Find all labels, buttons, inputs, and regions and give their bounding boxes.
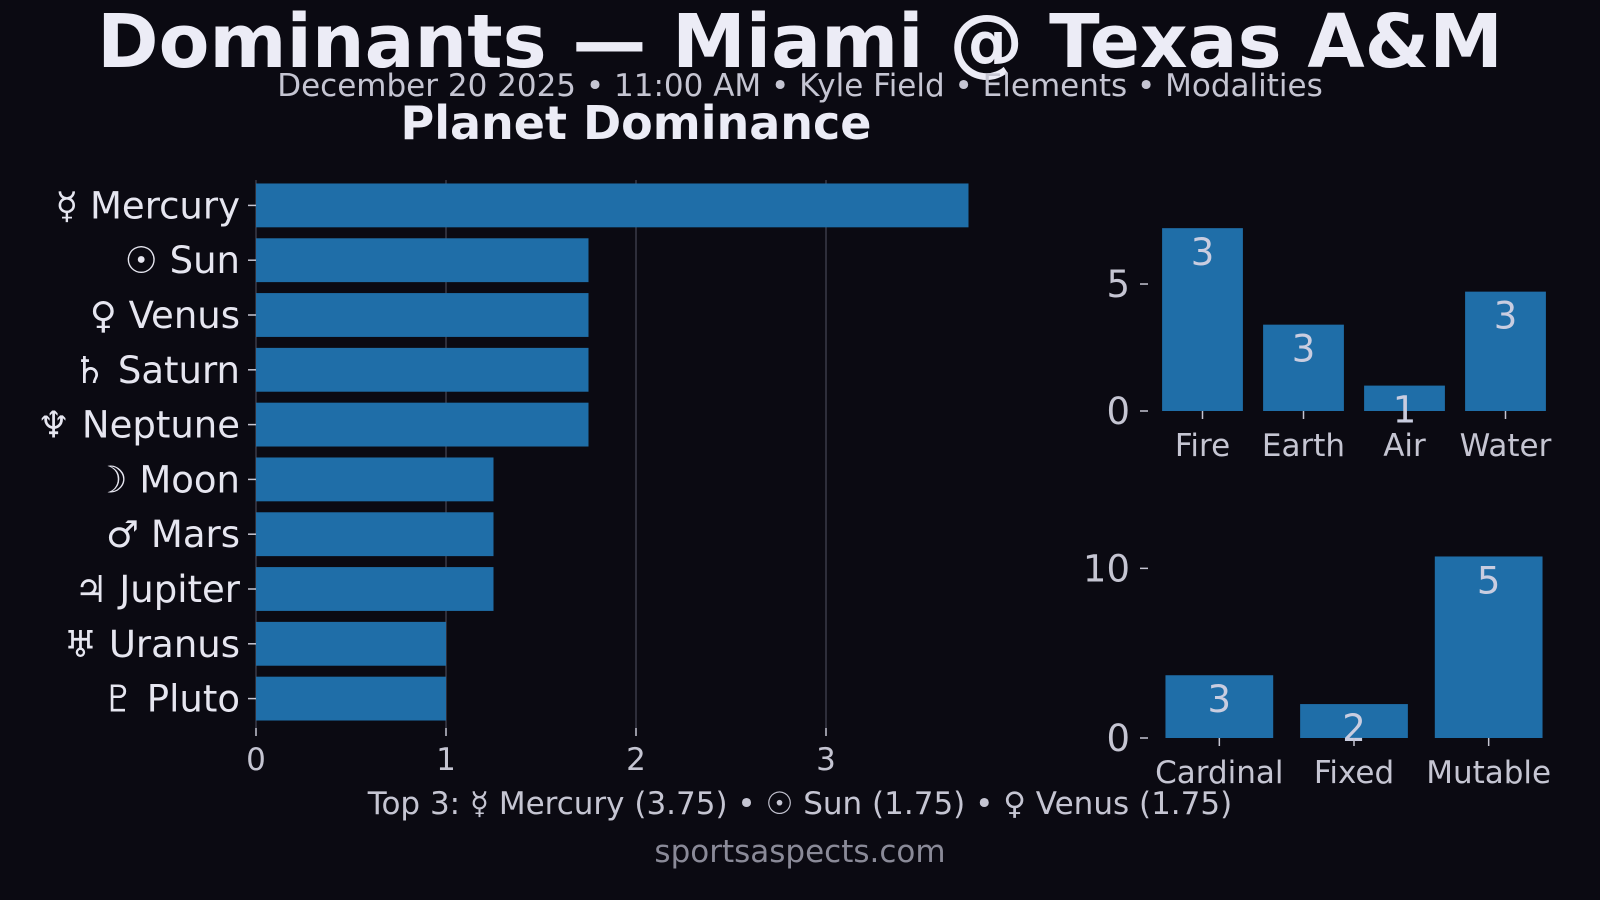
x-tick-label-fixed: Fixed xyxy=(1314,755,1394,791)
y-tick-label-uranus: ♅ Uranus xyxy=(64,623,240,666)
bar-fire xyxy=(1162,228,1243,411)
site-watermark: sportsaspects.com xyxy=(654,834,946,870)
x-tick-label-earth: Earth xyxy=(1262,428,1345,464)
y-tick-label-neptune: ♆ Neptune xyxy=(37,404,240,447)
x-tick-label: 0 xyxy=(246,742,266,778)
x-tick-label: 3 xyxy=(816,742,836,778)
chart-subtitle: December 20 2025 • 11:00 AM • Kyle Field… xyxy=(277,68,1323,104)
y-tick-label-sun: ☉ Sun xyxy=(125,239,240,282)
data-label-fire: 3 xyxy=(1191,231,1215,274)
planet-dominance-title: Planet Dominance xyxy=(400,96,872,150)
y-tick-label-saturn: ♄ Saturn xyxy=(73,349,240,392)
bar-sun xyxy=(256,238,589,283)
bar-fixed xyxy=(1300,704,1408,738)
bar-mars xyxy=(256,512,494,557)
data-label-fixed: 2 xyxy=(1342,707,1366,750)
bar-earth xyxy=(1263,324,1344,411)
data-label-mutable: 5 xyxy=(1477,559,1501,602)
bar-air xyxy=(1364,385,1445,411)
data-label-cardinal: 3 xyxy=(1208,678,1232,721)
bar-pluto xyxy=(256,676,446,721)
x-tick-label: 1 xyxy=(436,742,456,778)
x-tick-label-mutable: Mutable xyxy=(1426,755,1551,791)
y-tick-label: 10 xyxy=(1083,547,1130,590)
top-three-summary: Top 3: ☿ Mercury (3.75) • ☉ Sun (1.75) •… xyxy=(367,786,1233,822)
bar-mutable xyxy=(1434,556,1543,738)
y-tick-label-mercury: ☿ Mercury xyxy=(56,184,240,227)
bar-moon xyxy=(256,457,494,502)
data-label-water: 3 xyxy=(1494,295,1518,338)
y-tick-label-moon: ☽ Moon xyxy=(94,458,240,501)
bar-mercury xyxy=(256,183,969,228)
y-tick-label-mars: ♂ Mars xyxy=(106,513,240,556)
planet-dominance-chart: 0 1 2 3 ☿ Mercury ☉ Sun ♀ Venus ♄ Saturn ♆ Neptu… xyxy=(37,180,969,778)
data-label-air: 1 xyxy=(1393,389,1417,432)
bar-venus xyxy=(256,293,589,337)
y-tick-label: 0 xyxy=(1106,717,1130,760)
x-tick-label-air: Air xyxy=(1383,428,1426,464)
chart-title: Dominants — Miami @ Texas A&M xyxy=(97,0,1503,85)
x-tick-label: 2 xyxy=(626,742,646,778)
y-tick-label-jupiter: ♃ Jupiter xyxy=(74,568,240,611)
x-tick-label-water: Water xyxy=(1460,428,1552,464)
y-tick-label: 5 xyxy=(1106,263,1130,306)
bar-neptune xyxy=(256,402,589,447)
y-tick-label-venus: ♀ Venus xyxy=(90,294,240,337)
modalities-chart: 0 10 3 Cardinal 2 Fixed 5 Mutable xyxy=(1083,547,1551,791)
data-label-earth: 3 xyxy=(1292,328,1316,371)
y-tick-label-pluto: ♇ Pluto xyxy=(102,678,240,721)
bar-saturn xyxy=(256,347,589,392)
bar-jupiter xyxy=(256,567,494,611)
y-tick-label: 0 xyxy=(1106,390,1130,433)
bar-cardinal xyxy=(1165,675,1274,738)
bar-uranus xyxy=(256,621,446,666)
x-tick-label-cardinal: Cardinal xyxy=(1155,755,1283,791)
bar-water xyxy=(1465,291,1546,411)
x-tick-label-fire: Fire xyxy=(1175,428,1230,464)
